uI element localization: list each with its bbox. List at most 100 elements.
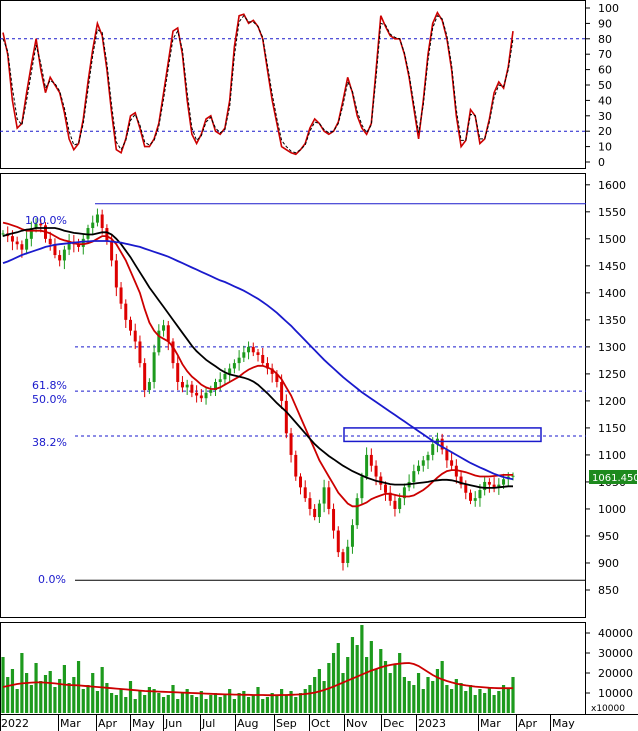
x-label-apr: Apr <box>98 717 118 730</box>
volume-bar <box>265 697 270 713</box>
fib-label-50: 50.0% <box>32 393 67 406</box>
candle-body <box>204 392 208 399</box>
x-label-nov: Nov <box>346 717 368 730</box>
volume-bar <box>119 689 123 713</box>
candle-body <box>379 476 383 485</box>
candle-body <box>322 487 326 504</box>
volume-bar <box>237 693 241 713</box>
price-tick-label-900: 900 <box>598 557 619 570</box>
candle-body <box>86 228 90 239</box>
candle-body <box>464 484 468 493</box>
candle-body <box>218 379 222 382</box>
x-label-jun: Jun <box>164 717 182 730</box>
price-tick-label-1450: 1450 <box>598 260 626 273</box>
candle-body <box>502 479 506 485</box>
last-price-value: 1061.450 <box>592 473 638 484</box>
candle-body <box>77 244 81 247</box>
volume-bar <box>152 689 156 713</box>
candle-body <box>147 381 151 391</box>
volume-bar <box>138 691 142 713</box>
candle-body <box>421 460 425 466</box>
candle-body <box>237 357 241 364</box>
volume-bar <box>251 695 255 713</box>
candle-body <box>228 368 232 374</box>
candle-body <box>48 238 52 245</box>
candle-body <box>171 341 175 364</box>
volume-bar <box>298 693 303 713</box>
candle-body <box>133 330 137 342</box>
candle-body <box>294 454 298 477</box>
candle-body <box>214 381 217 391</box>
volume-bar <box>402 677 406 713</box>
volume-bar <box>454 679 458 713</box>
stoch-tick-label-20: 20 <box>598 125 612 138</box>
candle-body <box>124 303 128 320</box>
volume-bar <box>346 657 350 713</box>
volume-bar <box>39 681 43 713</box>
volume-ma-line <box>2 662 513 697</box>
candle-body <box>497 484 501 488</box>
volume-bar <box>379 649 383 713</box>
volume-bar <box>497 691 501 713</box>
candle-body <box>384 484 387 493</box>
volume-bar <box>48 671 52 713</box>
candle-body <box>247 346 251 353</box>
candle-body <box>431 444 435 455</box>
volume-bar <box>218 697 222 713</box>
volume-bar <box>369 641 373 713</box>
candle-body <box>81 238 85 247</box>
volume-bar <box>284 695 288 713</box>
x-label-apr-2023: Apr <box>518 717 538 730</box>
volume-bar <box>67 683 71 713</box>
candle-body <box>426 454 430 461</box>
volume-bar <box>459 683 463 713</box>
x-label-sep: Sep <box>276 717 297 730</box>
volume-bar <box>204 699 208 713</box>
volume-bar <box>62 665 66 713</box>
price-tick-label-1000: 1000 <box>598 503 626 516</box>
volume-tick-label-40000: 40000 <box>598 627 633 640</box>
volume-bar <box>209 695 213 713</box>
volume-bar <box>492 695 496 713</box>
stoch-tick-label-0: 0 <box>598 156 605 169</box>
volume-bar <box>374 669 378 713</box>
x-label-2022: 2022 <box>1 717 29 730</box>
candle-body <box>402 487 406 499</box>
volume-bar <box>440 661 444 713</box>
x-label-mar: Mar <box>60 717 81 730</box>
x-label-dec: Dec <box>383 717 404 730</box>
stoch-tick-label-50: 50 <box>598 79 612 92</box>
volume-bar <box>407 681 411 713</box>
volume-bar <box>393 665 397 713</box>
volume-bar <box>478 689 482 713</box>
volume-bar <box>421 689 425 713</box>
candle-body <box>129 319 132 331</box>
candle-body <box>1 233 5 235</box>
candle-body <box>53 244 57 256</box>
volume-bar <box>10 669 15 713</box>
candle-body <box>473 498 477 501</box>
candle-body <box>412 471 416 482</box>
x-label-aug: Aug <box>237 717 258 730</box>
last-price-tag: 1061.450 <box>589 470 638 484</box>
candle-body <box>284 400 288 434</box>
volume-tick-label-10000: 10000 <box>598 687 633 700</box>
candle-body <box>280 381 284 401</box>
candle-body <box>176 363 180 382</box>
volume-bar <box>450 689 454 713</box>
volume-bar <box>1 657 5 713</box>
candle-body <box>256 352 260 355</box>
ma-short-line <box>2 221 513 508</box>
volume-bar <box>242 691 246 713</box>
candle-body <box>374 465 378 477</box>
stoch-tick-label-40: 40 <box>598 94 612 107</box>
fib-label-38-2: 38.2% <box>32 436 67 449</box>
candle-body <box>34 223 38 229</box>
volume-bar <box>86 685 90 713</box>
candle-body <box>58 255 62 261</box>
candle-body <box>289 433 293 455</box>
candle-body <box>313 508 317 518</box>
volume-bar <box>303 689 307 713</box>
x-label-jul: Jul <box>201 717 215 730</box>
